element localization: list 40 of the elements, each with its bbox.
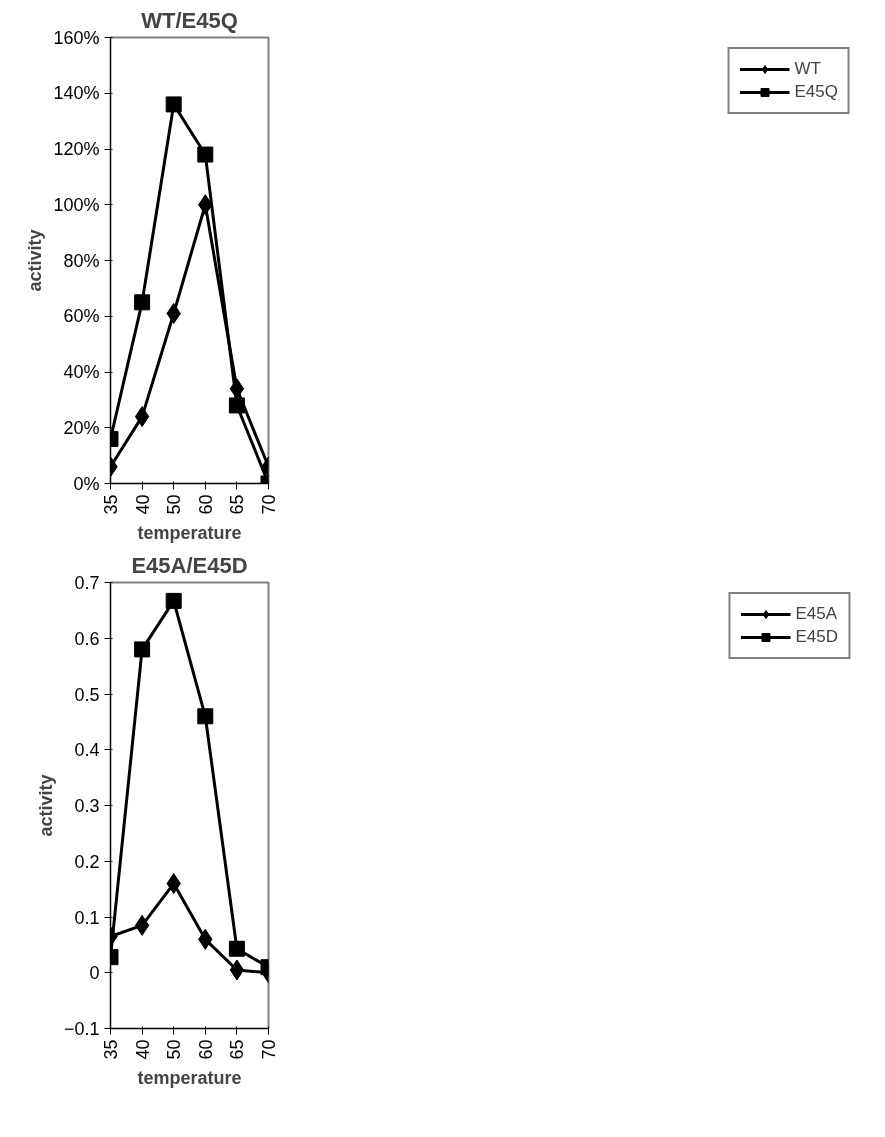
y-tick-label: 40% (63, 362, 100, 382)
x-tick-label: 40 (132, 494, 153, 515)
y-tick-label: −0.1 (63, 1019, 100, 1039)
x-tick-label: 50 (164, 1039, 185, 1060)
y-tick-label: 160% (53, 27, 100, 48)
x-tick-label: 60 (195, 1039, 216, 1060)
x-axis-title: temperature (137, 522, 242, 543)
y-axis-title: activity (35, 774, 56, 837)
x-tick-label: 65 (227, 494, 248, 515)
y-tick-label: 0 (89, 963, 100, 984)
x-tick-label: 70 (259, 1039, 279, 1060)
y-tick-label: 60% (63, 306, 100, 327)
y-tick-label: 120% (53, 139, 100, 159)
y-tick-label: 0.2 (74, 851, 100, 872)
x-tick-label: 60 (195, 494, 216, 515)
y-tick-label: 0.3 (74, 796, 100, 816)
y-tick-label: 0.1 (74, 907, 100, 928)
x-tick-label: 40 (132, 1039, 153, 1060)
y-tick-label: 0.6 (74, 628, 100, 649)
x-tick-label: 65 (227, 1039, 248, 1060)
legend-label: E45D (795, 627, 838, 647)
legend-label: E45Q (794, 82, 838, 102)
y-tick-label: 0.7 (74, 573, 100, 593)
y-tick-label: 0.5 (74, 684, 100, 705)
legend-label: WT (794, 59, 821, 79)
y-axis-title: activity (25, 229, 46, 292)
chart-title: WT/E45Q (141, 7, 238, 33)
y-tick-label: 20% (63, 417, 100, 438)
x-tick-label: 35 (101, 494, 121, 515)
y-tick-label: 100% (53, 194, 100, 215)
y-tick-label: 0.4 (74, 740, 100, 761)
legend-label: E45A (795, 604, 838, 624)
y-tick-label: 140% (53, 83, 100, 104)
x-tick-label: 70 (259, 494, 279, 515)
y-tick-label: 80% (63, 250, 100, 271)
x-tick-label: 50 (164, 494, 185, 515)
chart-title: E45A/E45D (131, 552, 248, 578)
x-axis-title: temperature (137, 1067, 242, 1088)
y-tick-label: 0% (73, 473, 100, 494)
x-tick-label: 35 (101, 1039, 121, 1060)
